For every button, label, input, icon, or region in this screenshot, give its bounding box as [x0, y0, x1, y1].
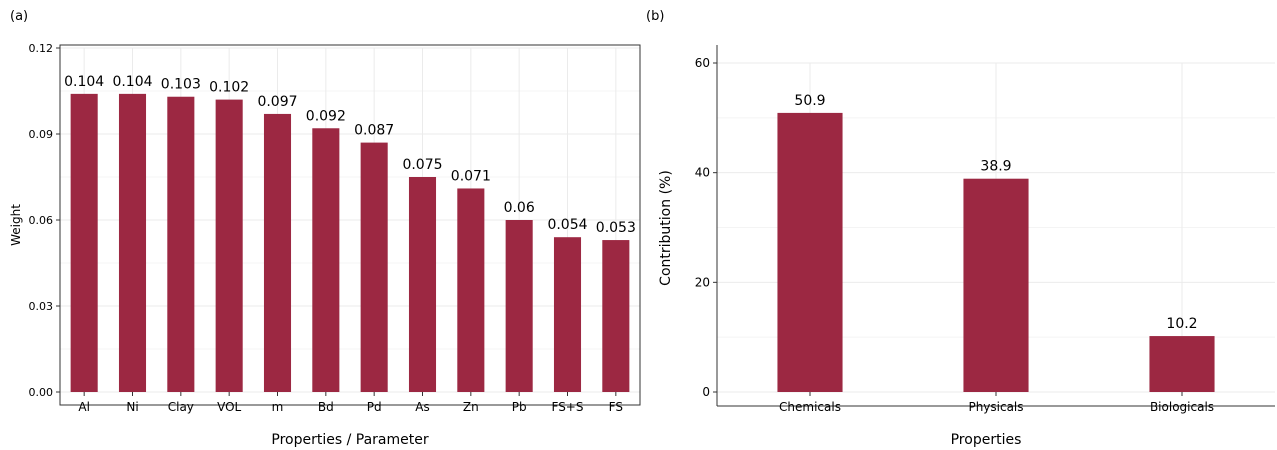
a-x-tick-label: Bd [318, 400, 334, 414]
a-x-tick-label: Al [78, 400, 90, 414]
a-data-label: 0.104 [112, 74, 152, 90]
b-y-tick-label: 40 [695, 166, 710, 180]
a-bar-fs-s [553, 237, 582, 392]
panel-a-plot-border [59, 44, 641, 406]
a-x-tick-label: Ni [126, 400, 138, 414]
a-data-label: 0.092 [306, 108, 346, 124]
a-bar-vol [215, 99, 243, 392]
panel-a-y-ticks: 0.00 0.03 0.06 0.09 0.12 [29, 42, 60, 399]
a-data-label: 0.102 [209, 80, 249, 96]
a-bar-fs [602, 240, 630, 392]
b-bar-chemicals [777, 112, 843, 393]
a-data-label: 0.075 [402, 157, 442, 173]
a-y-tick-label: 0.12 [29, 42, 54, 55]
a-bar-pb [505, 220, 533, 392]
a-bar-bd [312, 128, 340, 392]
a-bar-as [408, 177, 437, 392]
a-data-label: 0.071 [451, 168, 491, 184]
panel-b-x-axis-title: Properties [951, 432, 1022, 448]
b-x-tick-label: Physicals [968, 400, 1023, 414]
b-bar-physicals [963, 178, 1029, 392]
a-bar-clay [167, 96, 195, 392]
a-y-tick-label: 0.09 [29, 128, 54, 141]
b-data-label: 50.9 [794, 93, 825, 109]
panel-a-x-ticks: Al Ni Clay VOL m Bd Pd As Zn Pb FS+S FS [78, 392, 623, 414]
a-x-tick-label: Clay [168, 400, 194, 414]
panel-b-label: (b) [646, 9, 664, 24]
a-x-tick-label: m [272, 400, 284, 414]
panel-a: (a) 0.104 0.104 0.103 0.1020.0970.0920.0870… [9, 9, 641, 448]
a-data-label: 0.087 [354, 123, 394, 139]
a-y-tick-label: 0.06 [29, 214, 54, 227]
a-data-label: 0.097 [257, 94, 297, 110]
a-data-label: 0.053 [596, 220, 636, 236]
a-y-tick-label: 0.03 [29, 300, 54, 313]
panel-a-x-axis-title: Properties / Parameter [271, 432, 428, 448]
a-data-label: 0.103 [161, 77, 201, 93]
b-data-label: 10.2 [1166, 316, 1197, 332]
panel-b-y-ticks: 0 20 40 60 [695, 56, 717, 399]
a-x-tick-label: As [415, 400, 429, 414]
b-x-tick-label: Biologicals [1150, 400, 1214, 414]
a-data-label: 0.06 [504, 200, 535, 216]
a-bar-al [70, 93, 98, 392]
panel-b-x-ticks: Chemicals Physicals Biologicals [779, 392, 1214, 414]
b-y-tick-label: 0 [702, 385, 710, 399]
panel-a-label: (a) [10, 9, 28, 24]
a-x-tick-label: VOL [217, 400, 241, 414]
a-bar-zn [457, 188, 485, 392]
a-x-tick-label: Pb [512, 400, 527, 414]
panel-b-data-labels: 50.9 38.9 10.2 [794, 93, 1197, 332]
a-x-tick-label: FS [609, 400, 623, 414]
panel-a-bars [70, 93, 630, 392]
panel-a-y-axis-title: Weight [9, 204, 23, 246]
panel-a-data-labels: 0.104 0.104 0.103 0.102 0.097 0.092 0.087 0.075… [64, 74, 636, 236]
a-x-tick-label: Zn [463, 400, 479, 414]
panel-b: (b) 50.9 38.9 10.2 0 20 40 60 Chemicals Physic… [646, 9, 1275, 448]
a-x-tick-label: FS+S [552, 400, 584, 414]
a-data-label: 0.054 [547, 217, 587, 233]
a-x-tick-label: Pd [367, 400, 382, 414]
a-y-tick-label: 0.00 [29, 386, 54, 399]
b-x-tick-label: Chemicals [779, 400, 841, 414]
a-bar-m [263, 113, 292, 392]
a-bar-ni [118, 93, 147, 392]
a-bar-pd [360, 142, 388, 392]
b-data-label: 38.9 [980, 159, 1011, 175]
panel-b-y-axis-title: Contribution (%) [658, 170, 674, 286]
b-y-tick-label: 60 [695, 56, 710, 70]
b-y-tick-label: 20 [695, 275, 710, 289]
panel-b-bars [777, 112, 1215, 393]
b-bar-biologicals [1149, 336, 1215, 392]
a-data-label: 0.104 [64, 74, 104, 90]
